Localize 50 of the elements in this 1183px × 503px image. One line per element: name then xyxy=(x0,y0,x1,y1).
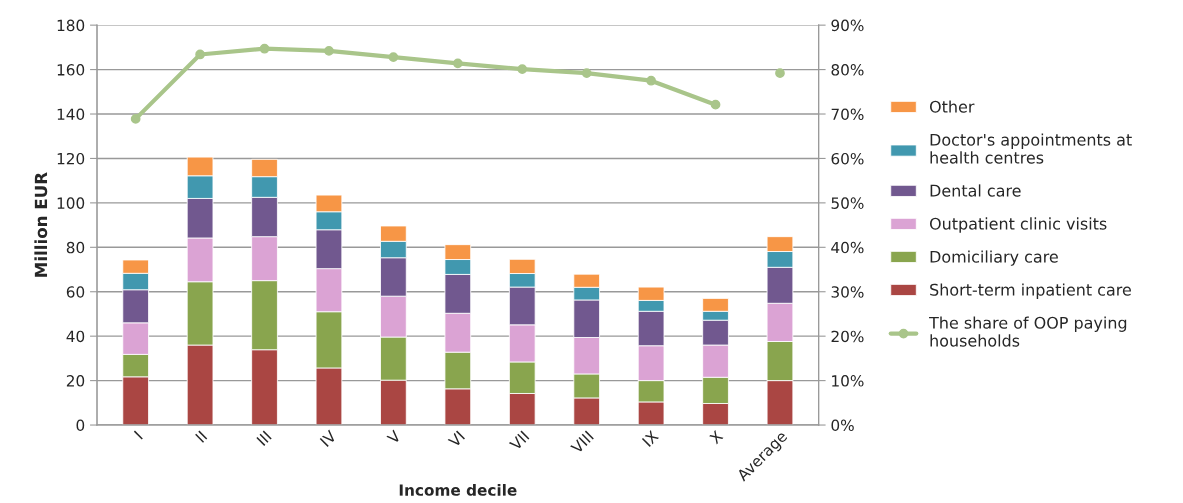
y-tick-label: 40 xyxy=(66,330,85,343)
y2-tick-label: 10% xyxy=(832,375,864,387)
x-tick-label: VI xyxy=(447,430,465,448)
legend-label: Dental care xyxy=(930,184,1021,197)
point xyxy=(710,99,721,110)
y2-tick-label: 20% xyxy=(831,330,864,343)
y-tick-label: 100 xyxy=(57,197,85,209)
point xyxy=(581,68,592,78)
x-tick-label: X xyxy=(708,429,724,445)
point xyxy=(195,49,205,60)
x-axis-title: Income decile xyxy=(399,484,517,496)
y-tick-label: 0 xyxy=(76,419,85,432)
y-tick-label: 160 xyxy=(57,64,85,76)
x-tick-label: III xyxy=(256,430,272,446)
legend-label: Domiciliary care xyxy=(930,250,1058,266)
x-tick-label: VIII xyxy=(570,430,594,455)
y-tick-label: 140 xyxy=(57,108,85,121)
legend-label: Other xyxy=(929,100,975,113)
y-axis-title: Million EUR xyxy=(34,172,48,277)
y-tick-label: 20 xyxy=(66,375,85,387)
y2-tick-label: 70% xyxy=(831,108,864,121)
point xyxy=(324,46,334,56)
point xyxy=(452,58,463,69)
y2-tick-label: 90% xyxy=(831,19,864,32)
x-tick-label: IV xyxy=(319,429,338,447)
legend-label: The share of OOP paying households xyxy=(929,316,1127,347)
y2-tick-label: 40% xyxy=(831,241,864,254)
x-tick-label: I xyxy=(133,430,143,440)
point xyxy=(517,64,528,74)
y2-tick-label: 30% xyxy=(831,286,864,298)
y2-tick-label: 50% xyxy=(831,197,864,209)
point xyxy=(388,52,399,63)
y-tick-label: 180 xyxy=(57,19,85,32)
legend-label: Short-term inpatient care xyxy=(930,283,1131,299)
y2-tick-label: 0% xyxy=(831,419,854,432)
point xyxy=(775,68,785,78)
x-tick-label: IX xyxy=(641,429,659,447)
y-tick-label: 120 xyxy=(57,152,85,165)
y2-tick-label: 60% xyxy=(831,152,864,165)
point xyxy=(130,114,141,124)
legend-label: Doctor's appointments at health centres xyxy=(930,133,1132,164)
x-tick-label: VII xyxy=(508,430,530,452)
point xyxy=(646,75,656,86)
x-tick-label: V xyxy=(386,429,402,445)
y2-tick-label: 80% xyxy=(831,64,864,76)
y-tick-label: 60 xyxy=(66,286,85,298)
y-tick-label: 80 xyxy=(66,241,85,254)
point xyxy=(259,43,270,54)
legend-label: Outpatient clinic visits xyxy=(929,217,1107,233)
x-tick-label: II xyxy=(195,430,208,443)
